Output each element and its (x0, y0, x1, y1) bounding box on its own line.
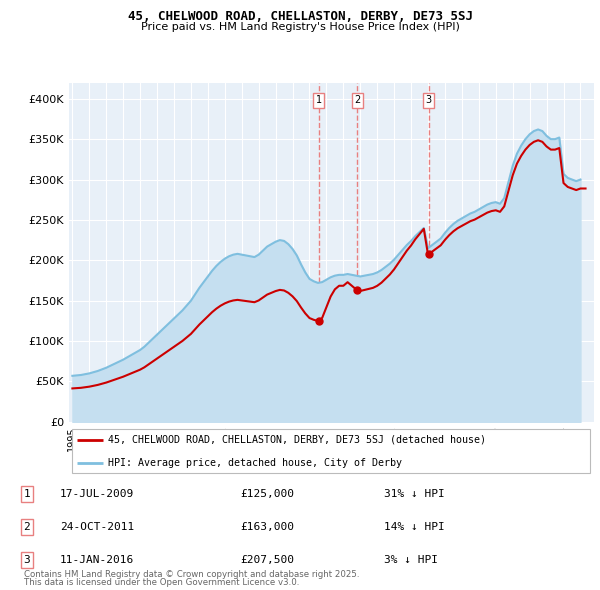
Text: 14% ↓ HPI: 14% ↓ HPI (384, 522, 445, 532)
Text: 2: 2 (354, 96, 360, 106)
Text: 45, CHELWOOD ROAD, CHELLASTON, DERBY, DE73 5SJ (detached house): 45, CHELWOOD ROAD, CHELLASTON, DERBY, DE… (109, 435, 487, 445)
Text: £163,000: £163,000 (240, 522, 294, 532)
Text: 11-JAN-2016: 11-JAN-2016 (60, 555, 134, 565)
Text: 3% ↓ HPI: 3% ↓ HPI (384, 555, 438, 565)
Text: 2: 2 (23, 522, 31, 532)
Text: 45, CHELWOOD ROAD, CHELLASTON, DERBY, DE73 5SJ: 45, CHELWOOD ROAD, CHELLASTON, DERBY, DE… (128, 10, 473, 23)
Text: 3: 3 (23, 555, 31, 565)
Text: HPI: Average price, detached house, City of Derby: HPI: Average price, detached house, City… (109, 458, 403, 468)
FancyBboxPatch shape (71, 428, 590, 473)
Text: 24-OCT-2011: 24-OCT-2011 (60, 522, 134, 532)
Text: This data is licensed under the Open Government Licence v3.0.: This data is licensed under the Open Gov… (24, 578, 299, 587)
Text: 3: 3 (425, 96, 431, 106)
Text: Price paid vs. HM Land Registry's House Price Index (HPI): Price paid vs. HM Land Registry's House … (140, 22, 460, 32)
Text: 1: 1 (23, 489, 31, 499)
Text: 17-JUL-2009: 17-JUL-2009 (60, 489, 134, 499)
Text: 1: 1 (316, 96, 322, 106)
Text: 31% ↓ HPI: 31% ↓ HPI (384, 489, 445, 499)
Text: £125,000: £125,000 (240, 489, 294, 499)
Text: £207,500: £207,500 (240, 555, 294, 565)
Text: Contains HM Land Registry data © Crown copyright and database right 2025.: Contains HM Land Registry data © Crown c… (24, 571, 359, 579)
